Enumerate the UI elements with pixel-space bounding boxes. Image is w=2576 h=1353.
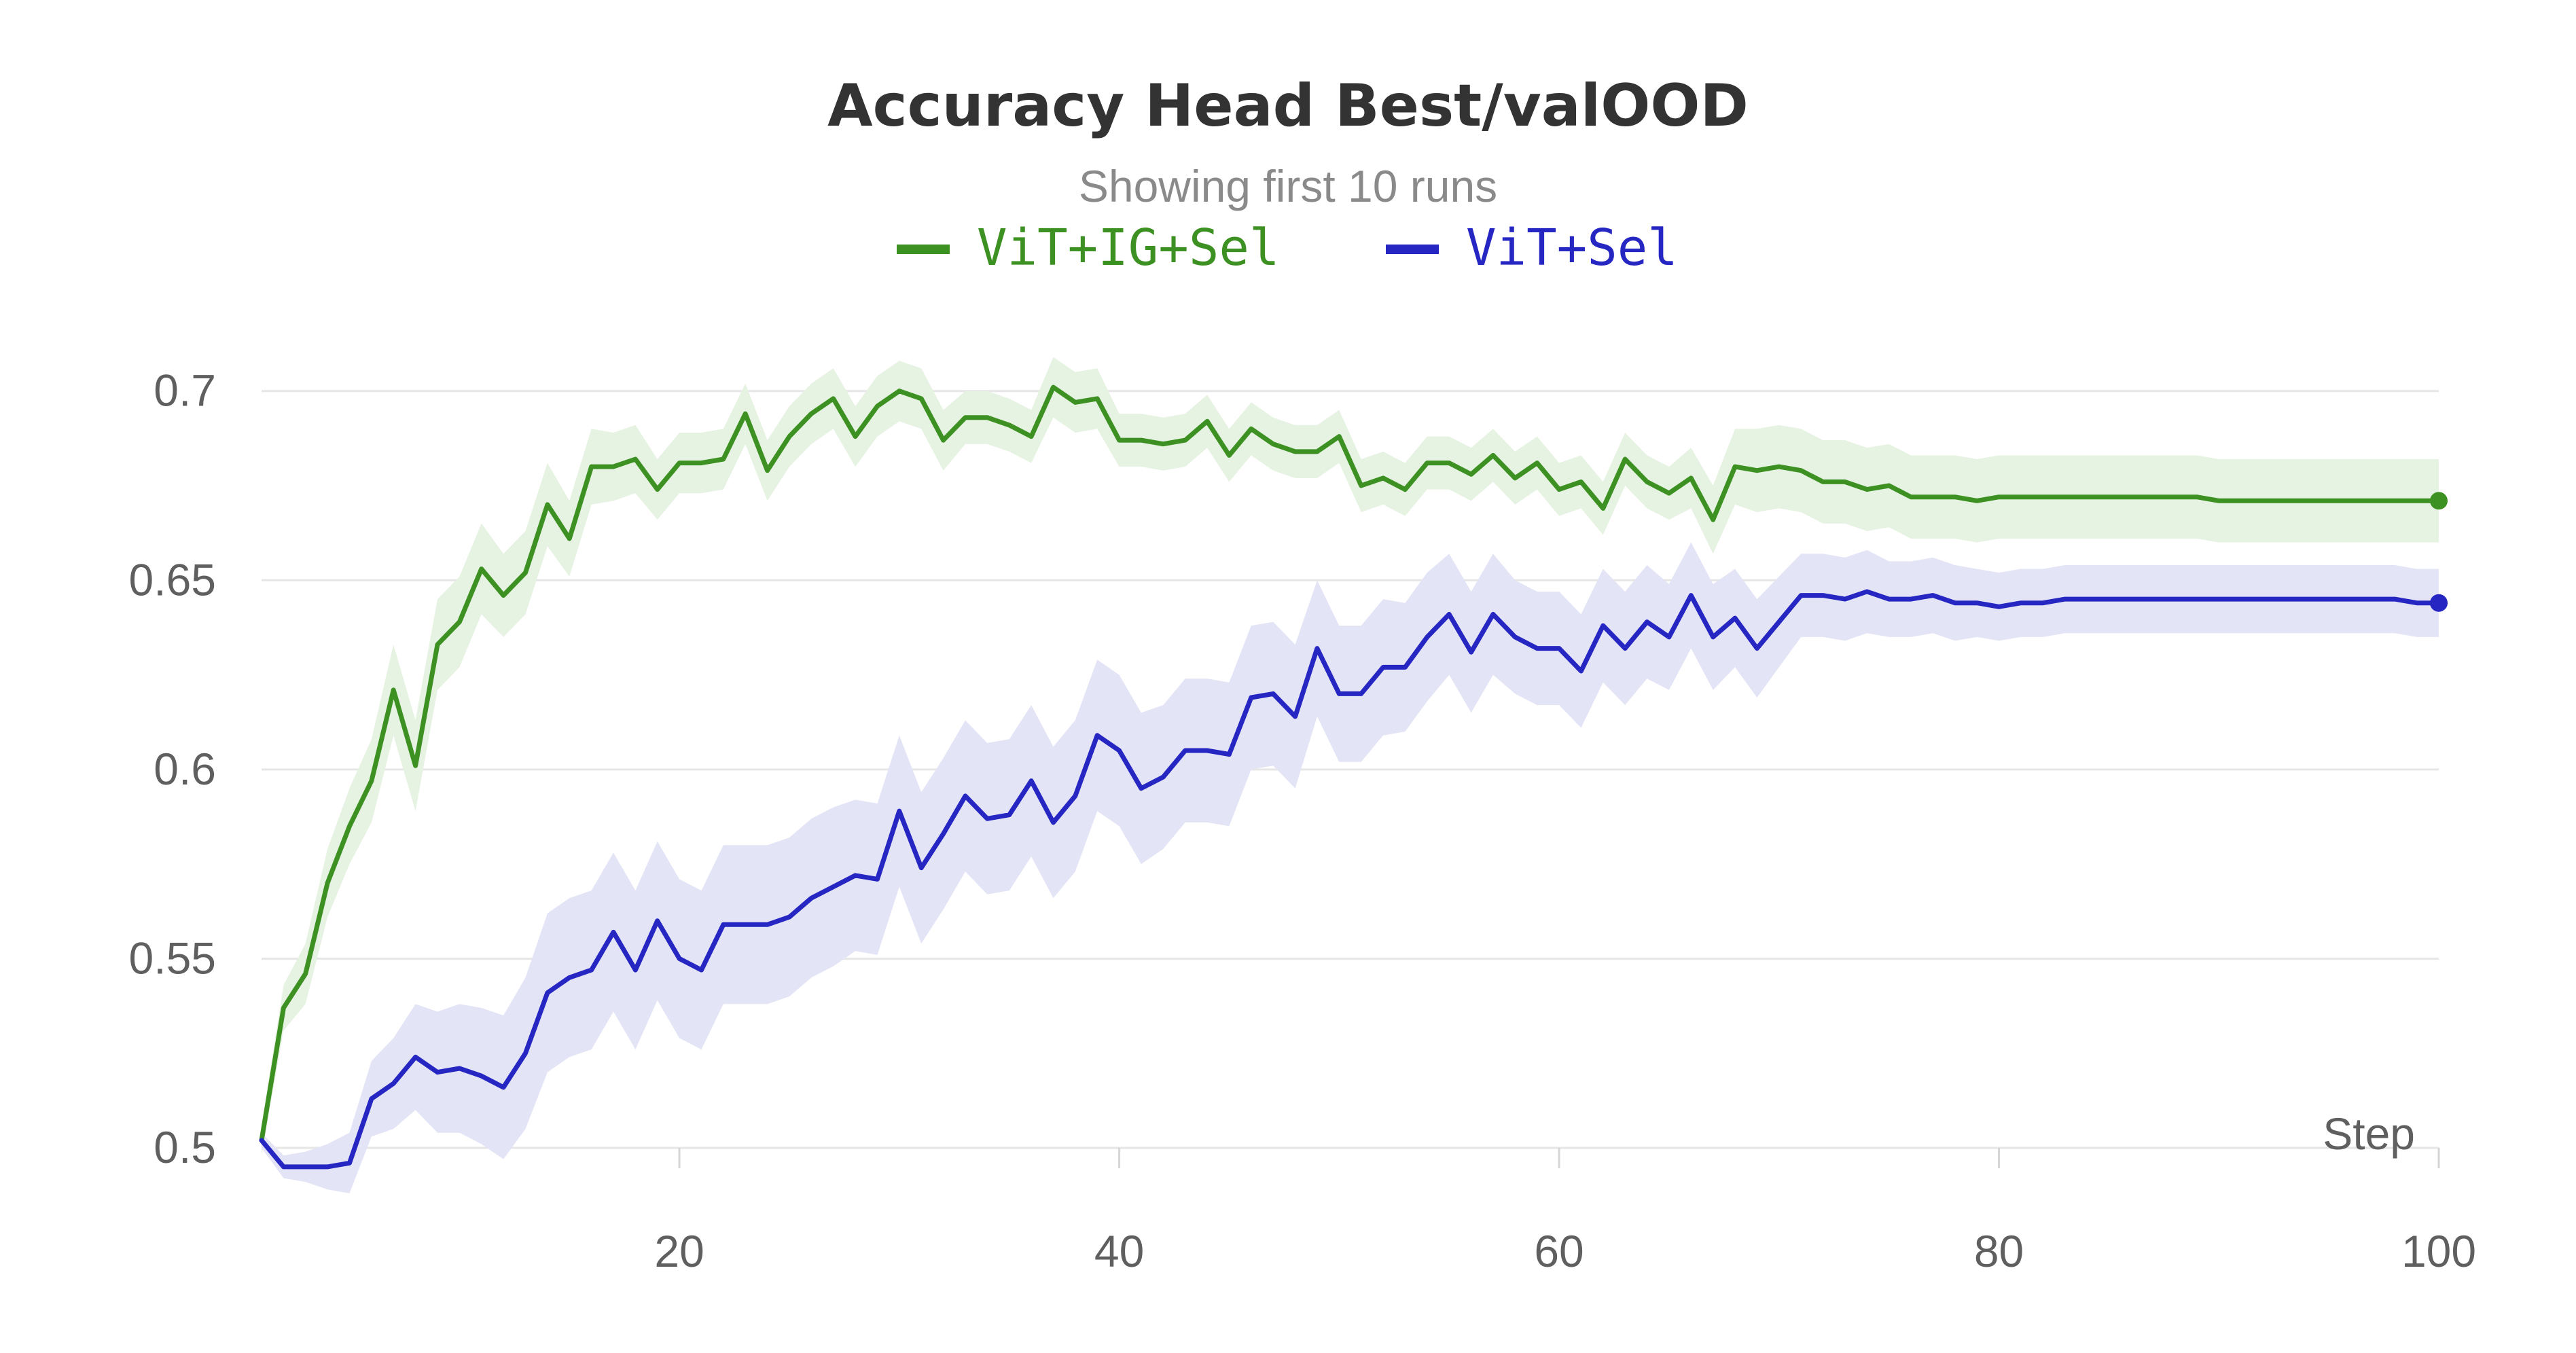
legend-label: ViT+IG+Sel bbox=[977, 219, 1280, 277]
x-tick-label: 100 bbox=[2401, 1226, 2476, 1276]
y-tick-label: 0.6 bbox=[154, 744, 216, 794]
x-tick-label: 60 bbox=[1534, 1226, 1584, 1276]
legend: ViT+IG+Sel ViT+Sel bbox=[897, 219, 1678, 277]
y-axis: 0.5 0.55 0.6 0.65 0.7 bbox=[129, 365, 216, 1172]
confidence-band bbox=[262, 542, 2439, 1193]
y-tick-label: 0.7 bbox=[154, 365, 216, 416]
confidence-bands bbox=[262, 357, 2439, 1193]
series-endpoint bbox=[2430, 492, 2448, 510]
x-tick-label: 80 bbox=[1974, 1226, 2024, 1276]
x-tick-label: 20 bbox=[654, 1226, 704, 1276]
x-axis: 20 40 60 80 100 bbox=[654, 1148, 2476, 1276]
chart-subtitle: Showing first 10 runs bbox=[1079, 161, 1497, 211]
series-line bbox=[259, 384, 2441, 1143]
series-endpoints bbox=[2430, 492, 2448, 612]
x-tick-label: 40 bbox=[1094, 1226, 1144, 1276]
series-line bbox=[259, 589, 2441, 1170]
legend-label: ViT+Sel bbox=[1466, 219, 1678, 277]
x-axis-label: Step bbox=[2323, 1108, 2415, 1159]
legend-item: ViT+Sel bbox=[1386, 219, 1678, 277]
series-lines bbox=[259, 384, 2441, 1170]
chart-title: Accuracy Head Best/valOOD bbox=[827, 72, 1749, 140]
legend-item: ViT+IG+Sel bbox=[897, 219, 1280, 277]
y-tick-label: 0.65 bbox=[129, 554, 216, 605]
y-tick-label: 0.5 bbox=[154, 1122, 216, 1172]
series-endpoint bbox=[2430, 594, 2448, 612]
y-tick-label: 0.55 bbox=[129, 933, 216, 983]
